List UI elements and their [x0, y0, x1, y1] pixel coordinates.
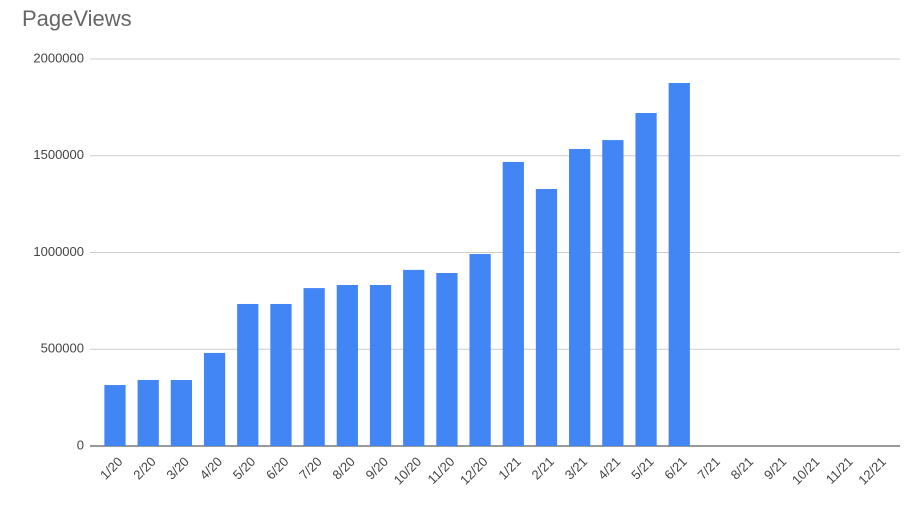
x-tick-label: 1/20 [97, 454, 126, 483]
bar [303, 288, 325, 446]
x-tick-label: 3/21 [562, 454, 591, 483]
y-tick-label: 0 [77, 437, 84, 452]
x-tick-label: 9/21 [761, 454, 790, 483]
x-tick-label: 2/21 [529, 454, 558, 483]
bar [203, 352, 226, 446]
x-tick-label: 12/20 [457, 454, 491, 488]
bar [569, 148, 591, 447]
x-tick-label: 8/21 [728, 454, 757, 483]
x-tick-label: 9/20 [363, 454, 392, 483]
x-tick-label: 10/20 [391, 454, 425, 488]
x-tick-label: 5/20 [230, 454, 259, 483]
x-tick-label: 12/21 [855, 454, 889, 488]
bar [137, 380, 159, 446]
x-tick-label: 10/21 [789, 454, 823, 488]
bar [170, 380, 193, 446]
bar [369, 285, 392, 446]
bar [635, 112, 657, 446]
x-tick-label: 6/21 [661, 454, 690, 483]
x-tick-label: 8/20 [329, 454, 358, 483]
bar [403, 269, 425, 446]
x-tick-label: 11/20 [425, 454, 458, 487]
x-tick-label: 2/20 [130, 454, 159, 483]
bar [237, 303, 259, 446]
bar [104, 385, 126, 446]
x-tick-label: 5/21 [628, 454, 657, 483]
x-tick-label: 6/20 [263, 454, 292, 483]
x-tick-label: 3/20 [163, 454, 192, 483]
bar [668, 82, 690, 446]
x-tick-label: 4/20 [197, 454, 226, 483]
y-tick-label: 500000 [41, 341, 84, 356]
y-tick-label: 1000000 [33, 244, 84, 259]
x-tick-label: 7/21 [694, 454, 723, 483]
y-tick-label: 2000000 [33, 50, 84, 65]
x-tick-label: 4/21 [595, 454, 624, 483]
chart-title: PageViews [22, 6, 132, 31]
x-tick-label: 11/21 [823, 454, 856, 487]
x-tick-label: 1/21 [495, 454, 524, 483]
bar [436, 273, 458, 446]
y-tick-label: 1500000 [33, 147, 84, 162]
bar [270, 303, 292, 446]
bar [336, 285, 358, 446]
bar [535, 189, 558, 447]
x-tick-label: 7/20 [296, 454, 325, 483]
bar [602, 140, 624, 446]
bar [502, 161, 524, 446]
bar [469, 254, 491, 446]
